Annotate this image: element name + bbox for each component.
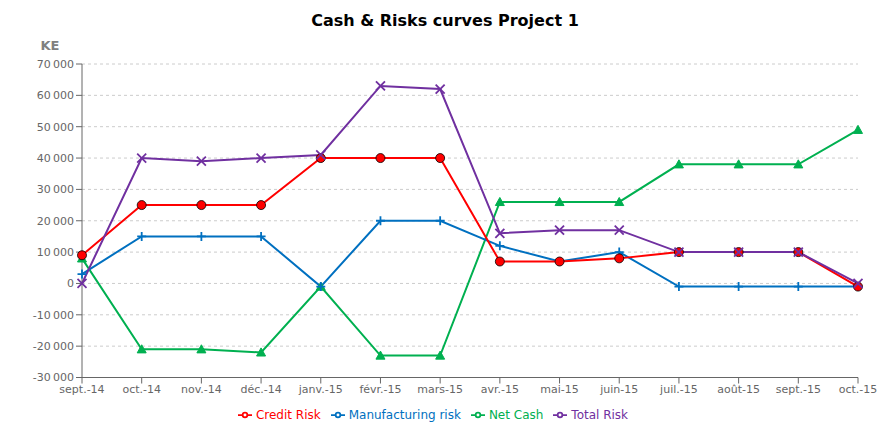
svg-text:mars-15: mars-15 — [417, 383, 463, 396]
svg-text:oct.-14: oct.-14 — [122, 383, 161, 396]
svg-text:févr.-15: févr.-15 — [359, 383, 401, 396]
svg-text:oct.-15: oct.-15 — [839, 383, 878, 396]
svg-text:-10 000: -10 000 — [33, 309, 74, 322]
svg-text:janv.-15: janv.-15 — [298, 383, 343, 396]
html-text:Manufacturing risk: Manufacturing risk — [348, 407, 461, 422]
html-text:Credit Risk: Credit Risk — [255, 407, 321, 422]
svg-text:nov.-14: nov.-14 — [181, 383, 222, 396]
svg-text:juil.-15: juil.-15 — [659, 383, 698, 396]
svg-text:août-15: août-15 — [717, 383, 760, 396]
svg-text:avr.-15: avr.-15 — [481, 383, 519, 396]
html-text:Cash & Risks curves Project 1: Cash & Risks curves Project 1 — [311, 11, 579, 30]
svg-text:sept.-15: sept.-15 — [776, 383, 821, 396]
svg-text:70 000: 70 000 — [37, 58, 74, 71]
svg-text:mai-15: mai-15 — [540, 383, 578, 396]
svg-text:20 000: 20 000 — [37, 215, 74, 228]
svg-text:40 000: 40 000 — [37, 152, 74, 165]
svg-text:50 000: 50 000 — [37, 121, 74, 134]
svg-text:juin-15: juin-15 — [599, 383, 638, 396]
svg-text:déc.-14: déc.-14 — [240, 383, 281, 396]
svg-text:sept.-14: sept.-14 — [59, 383, 104, 396]
svg-text:30 000: 30 000 — [37, 183, 74, 196]
svg-text:KE: KE — [41, 38, 60, 53]
svg-text:0: 0 — [67, 277, 74, 290]
svg-text:60 000: 60 000 — [37, 89, 74, 102]
html-text:Net Cash: Net Cash — [488, 407, 544, 422]
svg-text:-20 000: -20 000 — [33, 340, 74, 353]
svg-text:-30 000: -30 000 — [33, 371, 74, 384]
html-text:Total Risk: Total Risk — [571, 407, 629, 422]
svg-text:10 000: 10 000 — [37, 246, 74, 259]
